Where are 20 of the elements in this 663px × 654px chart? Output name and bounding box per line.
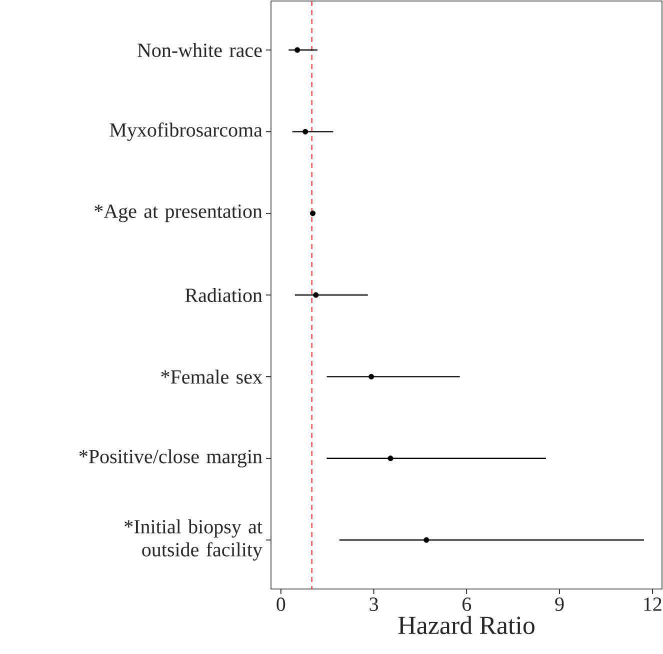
y-tick-label: Radiation: [185, 288, 262, 302]
y-tick-label: Myxofibrosarcoma: [110, 122, 262, 141]
point: [310, 210, 316, 216]
y-tick-label: Non-white race: [138, 42, 262, 58]
point: [368, 374, 374, 380]
point: [294, 47, 300, 53]
x-tick-label: 0: [276, 598, 286, 612]
y-tick-label: *Female sex: [161, 370, 262, 384]
y-tick-label: *Positive/close margin: [79, 449, 262, 468]
point: [388, 456, 394, 462]
point: [313, 292, 319, 298]
x-tick-label: 9: [555, 598, 564, 611]
y-tick-label: *Age at presentation: [94, 204, 262, 222]
x-tick-label: 3: [370, 598, 378, 611]
point: [424, 537, 430, 543]
x-tick-label: 6: [462, 598, 472, 611]
x-axis-title: Hazard Ratio: [398, 616, 534, 634]
y-tick-label: *Initial biopsy at outside facility: [124, 519, 262, 561]
point: [302, 128, 308, 134]
x-tick-label: 12: [644, 598, 662, 611]
